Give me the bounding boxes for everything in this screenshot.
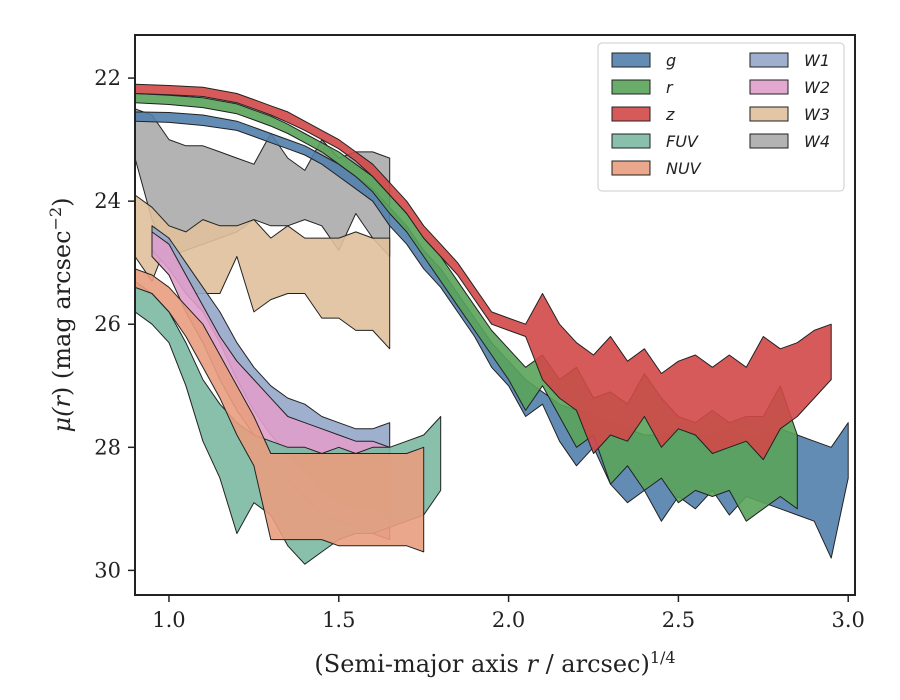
plot-frame bbox=[134, 34, 856, 596]
axis-ticks: 1.0 1.5 2.0 2.5 3.0 22 24 26 28 30 bbox=[94, 66, 865, 632]
legend-swatch-W2 bbox=[749, 79, 789, 95]
legend-swatch-W1 bbox=[749, 52, 789, 68]
x-tick-label: 2.5 bbox=[662, 608, 695, 632]
x-tick-label: 3.0 bbox=[832, 608, 865, 632]
x-tick-label: 1.5 bbox=[322, 608, 355, 632]
legend-swatch-g bbox=[611, 52, 651, 68]
y-tick-label: 24 bbox=[94, 189, 121, 213]
legend-label-z: z bbox=[665, 105, 675, 124]
legend-swatch-W4 bbox=[749, 133, 789, 149]
legend-swatch-W3 bbox=[749, 106, 789, 122]
x-axis-label: (Semi-major axis r / arcsec)1/4 bbox=[314, 648, 675, 679]
band-z bbox=[135, 83, 832, 461]
legend-label-NUV: NUV bbox=[666, 159, 702, 178]
y-tick-label: 30 bbox=[94, 558, 121, 582]
x-tick-label: 2.0 bbox=[492, 608, 525, 632]
legend-swatch-z bbox=[611, 106, 651, 122]
band-NUV bbox=[135, 268, 425, 553]
legend-label-W1: W1 bbox=[804, 51, 830, 70]
legend: grz FUV NUV W1 W2 W3 W4 bbox=[597, 42, 845, 192]
legend-label-g: g bbox=[666, 51, 676, 70]
legend-swatch-NUV bbox=[611, 160, 651, 176]
legend-swatch-r bbox=[611, 79, 651, 95]
y-tick-label: 26 bbox=[94, 312, 121, 336]
y-tick-label: 28 bbox=[94, 435, 121, 459]
y-tick-label: 22 bbox=[94, 66, 121, 90]
legend-label-W2: W2 bbox=[804, 78, 830, 97]
legend-label-W4: W4 bbox=[804, 132, 830, 151]
legend-swatch-FUV bbox=[611, 133, 651, 149]
legend-label-r: r bbox=[666, 78, 674, 97]
x-tick-label: 1.0 bbox=[152, 608, 185, 632]
legend-label-W3: W3 bbox=[804, 105, 830, 124]
band-W3 bbox=[135, 194, 391, 350]
y-axis-label: μ(r) (mag arcsec−2) bbox=[46, 197, 77, 432]
legend-label-FUV: FUV bbox=[666, 132, 699, 151]
series-bands bbox=[135, 83, 849, 565]
